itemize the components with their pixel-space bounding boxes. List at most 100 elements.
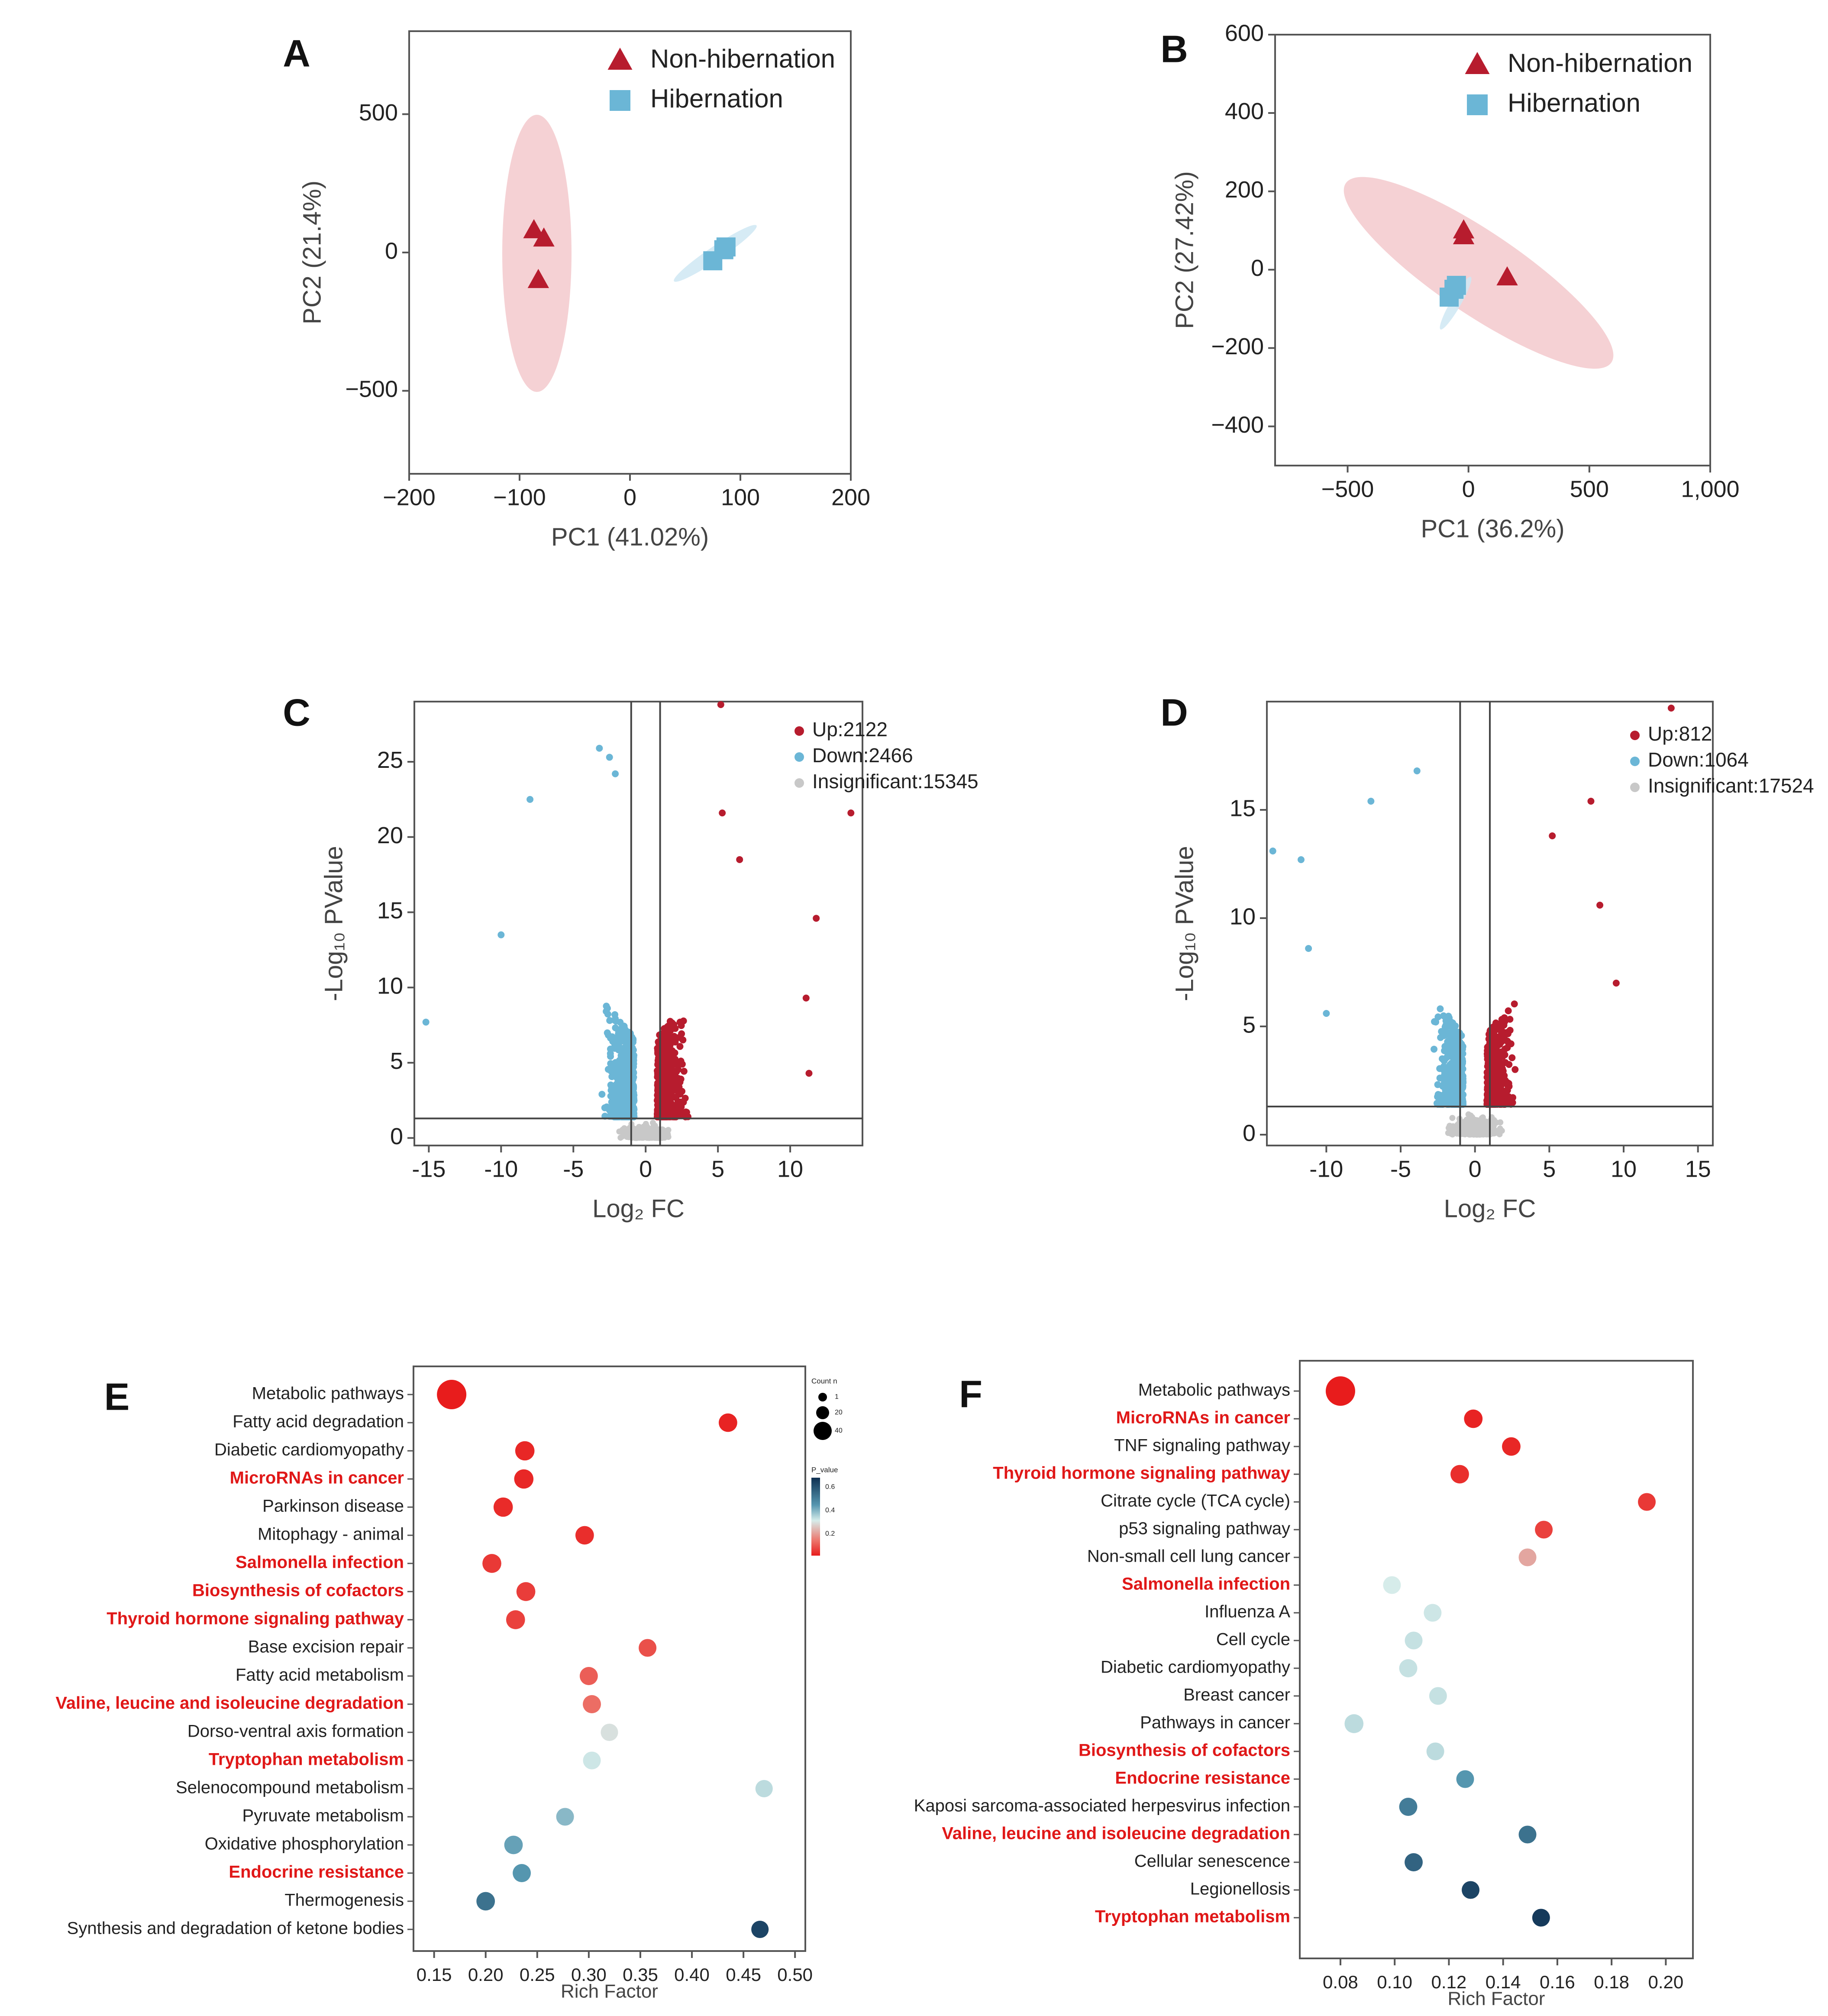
- x-tick-label: 0.14: [1486, 1972, 1521, 1992]
- x-axis-label: PC1 (36.2%): [1421, 515, 1564, 543]
- y-tick-label: 400: [1225, 98, 1264, 124]
- point-down: [629, 1066, 636, 1074]
- x-tick-label: 0.20: [1648, 1972, 1684, 1992]
- point-down: [1431, 1018, 1438, 1025]
- x-tick-label: 0.15: [417, 1964, 452, 1985]
- point-down: [1458, 1095, 1465, 1102]
- point-down: [1442, 1048, 1450, 1055]
- pathway-bubble: [556, 1808, 574, 1826]
- point-up: [1492, 1058, 1499, 1065]
- point-up: [672, 1111, 680, 1118]
- pathway-label: Salmonella infection: [1122, 1575, 1290, 1594]
- y-tick-label: 10: [1230, 903, 1256, 929]
- point-insignificant: [1445, 1130, 1451, 1136]
- point-down: [1451, 1055, 1459, 1063]
- pathway-label: Valine, leucine and isoleucine degradati…: [942, 1824, 1290, 1843]
- point-down: [1438, 1094, 1446, 1101]
- point-up: [663, 1044, 671, 1052]
- point-down: [1459, 1065, 1466, 1073]
- pathway-bubble: [575, 1526, 594, 1545]
- point-down: [1443, 1028, 1450, 1035]
- pvalue-tick-label: 0.2: [825, 1530, 835, 1537]
- y-tick-label: 25: [377, 747, 403, 773]
- data-point-triangle: [1496, 266, 1518, 286]
- x-axis-label: Log₂ FC: [1444, 1194, 1536, 1223]
- point-up: [1490, 1023, 1497, 1030]
- pathway-bubble: [513, 1864, 531, 1882]
- pathway-label: Endocrine resistance: [1115, 1769, 1290, 1788]
- plot-frame: [413, 1366, 806, 1952]
- point-up: [663, 1106, 671, 1113]
- pathway-bubble: [601, 1723, 618, 1741]
- point-up: [658, 1033, 665, 1040]
- pathway-bubble: [1535, 1521, 1553, 1539]
- y-axis-label: PC2 (27.42%): [1170, 171, 1198, 329]
- legend-size-bubble: [814, 1422, 832, 1440]
- point-down: [1453, 1072, 1460, 1080]
- pathway-bubble: [751, 1920, 769, 1938]
- legend-size-bubble: [818, 1393, 827, 1401]
- pathway-label: Metabolic pathways: [252, 1384, 404, 1403]
- pathway-bubble: [1383, 1576, 1401, 1594]
- point-down: [612, 1015, 619, 1023]
- point-down: [1436, 1074, 1444, 1082]
- point-insignificant: [1460, 1127, 1467, 1133]
- point-insignificant: [1497, 1119, 1504, 1126]
- point-down: [1445, 1013, 1452, 1020]
- point-up: [717, 701, 724, 708]
- x-tick-label: 0.50: [777, 1964, 813, 1985]
- point-insignificant: [1450, 1123, 1457, 1129]
- pathway-bubble: [437, 1380, 467, 1409]
- point-up: [665, 1067, 672, 1074]
- pathway-bubble: [718, 1413, 737, 1432]
- x-tick-label: -5: [1390, 1156, 1411, 1182]
- x-tick-label: 0.45: [726, 1964, 761, 1985]
- pathway-bubble: [1462, 1881, 1480, 1899]
- pathway-bubble: [515, 1441, 535, 1461]
- x-tick-label: −200: [383, 484, 436, 510]
- pathway-bubble: [514, 1469, 534, 1489]
- point-down: [1458, 1055, 1465, 1062]
- pathway-label: Selenocompound metabolism: [176, 1778, 404, 1797]
- confidence-ellipse: [502, 115, 572, 392]
- point-down: [1445, 1100, 1453, 1107]
- point-up: [1504, 1087, 1511, 1094]
- pvalue-tick-label: 0.6: [825, 1483, 835, 1491]
- point-down: [1440, 1067, 1447, 1074]
- point-up: [1504, 1044, 1511, 1052]
- point-down: [617, 1044, 624, 1052]
- point-down: [598, 1091, 606, 1098]
- point-up: [1492, 1035, 1500, 1042]
- bubble-chart-E: 0.15 0.20 0.25 0.30 0.35 0.40 0.45 0.50 Rich Fac…: [55, 1366, 813, 2002]
- point-down: [607, 1092, 614, 1100]
- pathway-bubble: [639, 1639, 657, 1657]
- pathway-label: MicroRNAs in cancer: [1116, 1408, 1290, 1427]
- pathway-bubble: [1502, 1437, 1521, 1456]
- x-tick-label: −100: [493, 484, 546, 510]
- point-up: [677, 1098, 685, 1106]
- pathway-bubble: [1399, 1798, 1418, 1816]
- legend-label: Non-hibernation: [1508, 49, 1692, 78]
- point-up: [664, 1023, 671, 1031]
- x-tick-label: 0.12: [1431, 1972, 1467, 1992]
- point-down: [1441, 1073, 1449, 1081]
- point-down: [627, 1082, 634, 1090]
- y-axis-label: -Log₁₀ PValue: [320, 846, 348, 1001]
- x-tick-label: 0: [623, 484, 636, 510]
- pathway-label: Kaposi sarcoma-associated herpesvirus in…: [914, 1796, 1290, 1815]
- point-insignificant: [1499, 1127, 1505, 1134]
- pathway-bubble: [1424, 1604, 1442, 1622]
- x-tick-label: 100: [721, 484, 760, 510]
- pvalue-tick-label: 0.4: [825, 1507, 835, 1514]
- point-down: [1437, 1005, 1444, 1013]
- point-up: [1508, 1054, 1516, 1061]
- x-tick-label: 15: [1685, 1156, 1711, 1182]
- x-tick-label: 0.35: [623, 1964, 658, 1985]
- data-point-square: [716, 237, 736, 257]
- pathway-bubble: [583, 1751, 601, 1770]
- pathway-label: Pyruvate metabolism: [242, 1806, 404, 1825]
- point-down: [596, 744, 603, 752]
- pathway-bubble: [579, 1667, 598, 1685]
- panel-letter: D: [1160, 691, 1188, 734]
- x-tick-label: 0: [1469, 1156, 1482, 1182]
